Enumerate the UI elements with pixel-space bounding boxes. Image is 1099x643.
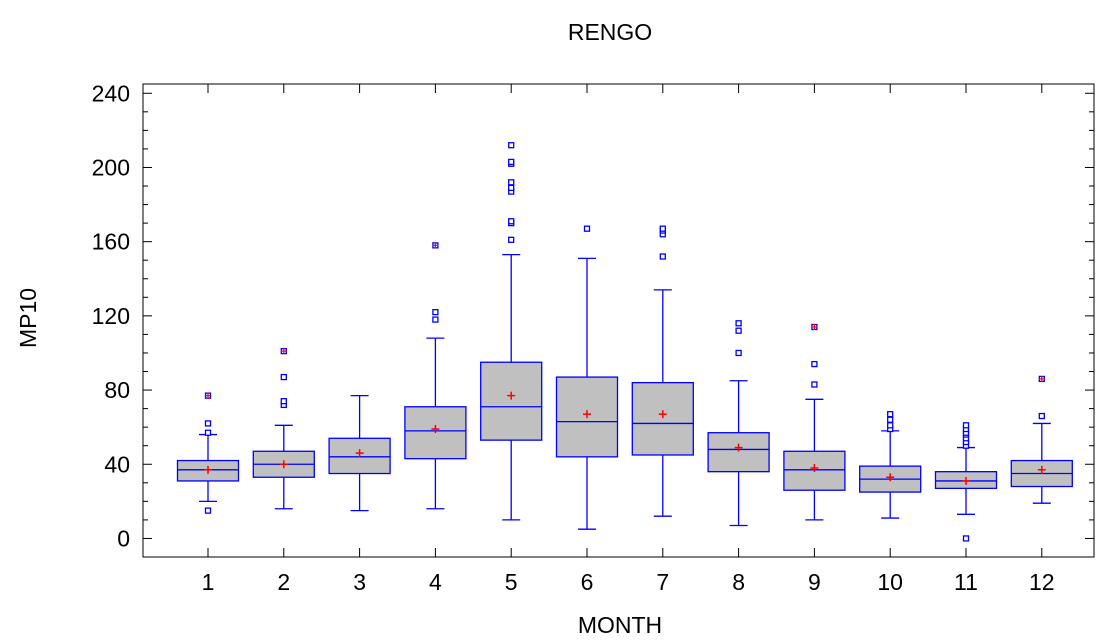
y-tick-label: 40 [104, 451, 130, 477]
x-tick-label: 4 [429, 569, 442, 595]
outlier-point [735, 327, 742, 334]
outlier-point [962, 535, 970, 542]
outlier-point [659, 253, 666, 260]
outlier-point [811, 360, 818, 368]
box-month-12 [1010, 375, 1073, 504]
x-tick-label: 7 [656, 569, 669, 595]
box-month-7 [631, 225, 694, 517]
outlier-point [962, 422, 970, 429]
box-month-3 [328, 394, 391, 512]
y-tick-label: 120 [92, 303, 130, 329]
outlier-point [1038, 412, 1045, 420]
x-tick-label: 1 [202, 569, 215, 595]
outlier-point [508, 218, 515, 225]
box-month-9 [783, 323, 846, 521]
x-tick-label: 11 [954, 569, 978, 595]
outlier-point [508, 179, 515, 186]
outlier-point [204, 429, 212, 436]
box-month-2 [252, 347, 315, 510]
iqr-box [631, 381, 694, 456]
outlier-point [887, 411, 894, 418]
y-tick-label: 0 [117, 525, 130, 551]
outlier-point [508, 142, 515, 149]
iqr-box [783, 450, 846, 491]
outlier-point [508, 236, 515, 243]
box-month-10 [859, 411, 922, 519]
boxes-layer [176, 142, 1073, 542]
box-month-11 [934, 422, 998, 542]
outlier-point [659, 225, 666, 232]
box-month-5 [480, 142, 543, 521]
y-tick-label: 160 [92, 229, 130, 255]
x-axis-label: MONTH [578, 612, 662, 638]
plot-frame [142, 83, 1095, 558]
x-tick-label: 5 [505, 569, 518, 595]
outlier-point [508, 184, 515, 192]
y-axis-label: MP10 [15, 288, 41, 348]
outlier-point [204, 420, 212, 427]
chart-title: RENGO [568, 19, 652, 45]
box-month-4 [404, 242, 467, 510]
x-tick-label: 12 [1029, 569, 1055, 595]
x-tick-label: 8 [732, 569, 745, 595]
x-tick-label: 9 [808, 569, 821, 595]
outlier-point [432, 316, 439, 323]
outlier-point [432, 309, 439, 316]
y-axis: 0 40 80 120 160 200 240 [92, 80, 1094, 551]
box-month-8 [707, 320, 770, 527]
y-tick-label: 200 [92, 154, 130, 180]
outlier-point [887, 416, 894, 423]
outlier-point [280, 398, 287, 405]
outlier-point [508, 158, 515, 166]
x-tick-label: 2 [277, 569, 290, 595]
box-month-1 [176, 392, 240, 514]
y-tick-label: 80 [104, 377, 130, 403]
outlier-point [735, 349, 742, 357]
iqr-box [480, 361, 543, 441]
x-tick-label: 10 [877, 569, 903, 595]
outlier-point [735, 320, 742, 327]
x-axis: 1 2 3 4 5 6 7 8 9 10 11 12 [202, 84, 1055, 595]
outlier-point [280, 373, 287, 381]
outlier-point [583, 225, 591, 232]
outlier-point [204, 507, 212, 514]
outlier-point [887, 422, 894, 429]
outlier-point [811, 381, 818, 388]
iqr-box [707, 432, 770, 473]
x-tick-label: 3 [353, 569, 366, 595]
x-tick-label: 6 [581, 569, 594, 595]
box-month-6 [555, 225, 619, 530]
y-tick-label: 240 [92, 80, 130, 106]
